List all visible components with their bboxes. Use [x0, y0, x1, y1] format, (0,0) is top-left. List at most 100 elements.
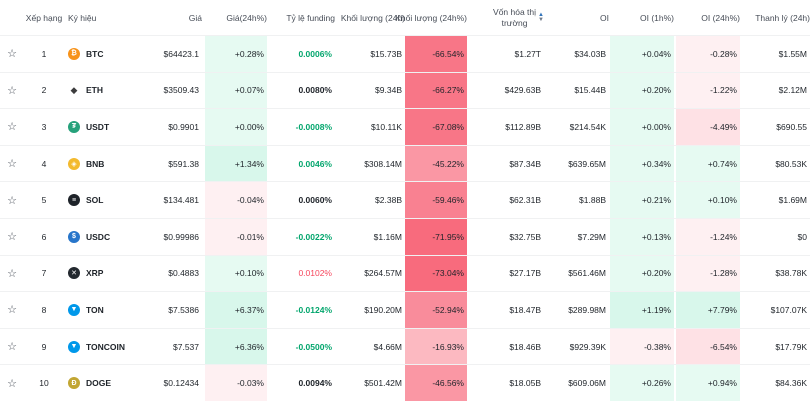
header-volume-change[interactable]: Khối lượng (24h%)	[395, 12, 467, 23]
rank-cell: 1	[41, 48, 47, 59]
table-row[interactable]: ☆ 3 ₮ USDT $0.9901 +0.00% -0.0008% $10.11K -67.0…	[0, 108, 810, 145]
table-row[interactable]: ☆ 4 ◈ BNB $591.38 +1.34% 0.0046% $308.14M -45.22…	[0, 144, 810, 182]
favorite-star-icon[interactable]: ☆	[7, 121, 17, 134]
rank-cell: 4	[41, 158, 47, 169]
header-market-cap[interactable]: Vốn hóa thị trường ▲ ▼	[467, 0, 544, 35]
volume-change-cell: -16.93%	[405, 328, 467, 365]
symbol-label: SOL	[86, 195, 104, 206]
market-cap-cell: $112.89B	[505, 121, 541, 132]
volume-cell: $9.34B	[375, 85, 402, 96]
volume-change-cell: -59.46%	[405, 182, 467, 218]
header-price-change[interactable]: Giá(24h%)	[226, 12, 267, 23]
header-volume[interactable]: Khối lượng (24h)	[340, 12, 405, 23]
liquidation-cell: $80.53K	[775, 158, 807, 169]
price-change-cell: +0.07%	[205, 72, 267, 109]
liquidation-cell: $690.55	[776, 121, 807, 132]
price-cell: $7.5386	[168, 304, 199, 315]
funding-rate-cell: 0.0080%	[298, 85, 332, 96]
oi-24h-cell: -1.22%	[676, 72, 740, 109]
funding-rate-cell: 0.0046%	[298, 158, 332, 169]
favorite-star-icon[interactable]: ☆	[7, 48, 17, 61]
volume-cell: $2.38B	[375, 195, 402, 206]
oi-24h-cell: +0.10%	[676, 182, 740, 218]
favorite-star-icon[interactable]: ☆	[7, 341, 17, 354]
symbol-cell[interactable]: ◈ BNB	[68, 146, 168, 182]
favorite-star-icon[interactable]: ☆	[7, 377, 17, 390]
header-rank[interactable]: Xếp hạng	[25, 12, 63, 23]
header-funding-rate[interactable]: Tỷ lệ funding	[286, 12, 335, 23]
table-header: Xếp hạng Ký hiệu Giá Giá(24h%) Tỷ lệ fun…	[0, 0, 810, 35]
symbol-cell[interactable]: $ USDC	[68, 219, 168, 255]
header-price[interactable]: Giá	[188, 12, 202, 23]
toncoin-icon: ▼	[68, 340, 80, 353]
header-oi[interactable]: OI	[600, 12, 609, 23]
symbol-label: XRP	[86, 268, 104, 279]
oi-cell: $929.39K	[569, 341, 606, 352]
symbol-cell[interactable]: ▼ TONCOIN	[68, 329, 168, 365]
oi-1h-cell: +0.20%	[610, 255, 674, 292]
favorite-star-icon[interactable]: ☆	[7, 231, 17, 244]
liquidation-cell: $107.07K	[770, 304, 807, 315]
price-cell: $0.9901	[168, 121, 199, 132]
price-change-cell: +0.28%	[205, 36, 267, 72]
symbol-label: USDT	[86, 121, 110, 132]
oi-1h-cell: +1.19%	[610, 292, 674, 328]
liquidation-cell: $84.36K	[775, 378, 807, 389]
rank-cell: 7	[41, 268, 47, 279]
funding-rate-cell: 0.0006%	[298, 48, 332, 59]
oi-cell: $34.03B	[574, 48, 606, 59]
volume-change-cell: -46.56%	[405, 365, 467, 401]
symbol-cell[interactable]: ✕ XRP	[68, 256, 168, 292]
price-change-cell: +0.10%	[205, 255, 267, 292]
header-oi-1h[interactable]: OI (1h%)	[639, 12, 674, 23]
table-row[interactable]: ☆ 8 ▼ TON $7.5386 +6.37% -0.0124% $190.20M -52.9…	[0, 291, 810, 328]
oi-1h-cell: -0.38%	[610, 328, 674, 365]
oi-24h-cell: -4.49%	[676, 109, 740, 145]
market-cap-cell: $87.34B	[509, 158, 541, 169]
favorite-star-icon[interactable]: ☆	[7, 304, 17, 317]
symbol-label: DOGE	[86, 378, 112, 389]
volume-change-cell: -67.08%	[405, 109, 467, 145]
rank-cell: 6	[41, 231, 47, 242]
volume-cell: $501.42M	[364, 378, 402, 389]
oi-1h-cell: +0.34%	[610, 145, 674, 182]
symbol-cell[interactable]: ▼ TON	[68, 292, 168, 328]
table-row[interactable]: ☆ 9 ▼ TONCOIN $7.537 +6.36% -0.0500% $4.66M -16.…	[0, 327, 810, 365]
price-cell: $0.4883	[168, 268, 199, 279]
header-liquidation[interactable]: Thanh lý (24h)	[755, 12, 810, 23]
price-cell: $64423.1	[163, 48, 199, 59]
ethereum-icon: ◆	[68, 84, 80, 97]
favorite-star-icon[interactable]: ☆	[7, 267, 17, 280]
table-row[interactable]: ☆ 2 ◆ ETH $3509.43 +0.07% 0.0080% $9.34B -66.27%…	[0, 71, 810, 109]
table-row[interactable]: ☆ 7 ✕ XRP $0.4883 +0.10% 0.0102% $264.57M -73.04…	[0, 254, 810, 292]
symbol-cell[interactable]: Ð DOGE	[68, 365, 168, 401]
header-oi-24h[interactable]: OI (24h%)	[701, 12, 740, 23]
volume-cell: $10.11K	[370, 121, 402, 132]
favorite-star-icon[interactable]: ☆	[7, 194, 17, 207]
market-cap-cell: $18.47B	[509, 304, 541, 315]
table-row[interactable]: ☆ 1 ₿ BTC $64423.1 +0.28% 0.0006% $15.73B -66.54…	[0, 35, 810, 72]
table-row[interactable]: ☆ 10 Ð DOGE $0.12434 -0.03% 0.0094% $501.42M -46…	[0, 364, 810, 401]
symbol-cell[interactable]: ₿ BTC	[68, 36, 168, 72]
volume-change-cell: -45.22%	[405, 145, 467, 182]
favorite-star-icon[interactable]: ☆	[7, 158, 17, 171]
funding-rate-cell: 0.0060%	[298, 195, 332, 206]
symbol-cell[interactable]: ≡ SOL	[68, 182, 168, 218]
table-row[interactable]: ☆ 5 ≡ SOL $134.481 -0.04% 0.0060% $2.38B -59.46%…	[0, 181, 810, 218]
header-symbol[interactable]: Ký hiệu	[68, 12, 97, 23]
oi-1h-cell: +0.20%	[610, 72, 674, 109]
market-cap-cell: $18.05B	[509, 378, 541, 389]
symbol-label: TON	[86, 304, 104, 315]
favorite-star-icon[interactable]: ☆	[7, 84, 17, 97]
symbol-cell[interactable]: ◆ ETH	[68, 73, 168, 109]
sort-icon[interactable]: ▲ ▼	[538, 11, 544, 23]
rank-cell: 5	[41, 195, 47, 206]
market-cap-cell: $62.31B	[509, 195, 541, 206]
symbol-cell[interactable]: ₮ USDT	[68, 109, 168, 145]
liquidation-cell: $1.69M	[778, 195, 807, 206]
table-row[interactable]: ☆ 6 $ USDC $0.99986 -0.01% -0.0022% $1.16M -71.9…	[0, 218, 810, 255]
volume-change-cell: -66.27%	[405, 72, 467, 109]
funding-rate-cell: -0.0124%	[295, 304, 332, 315]
rank-cell: 3	[41, 121, 47, 132]
rank-cell: 2	[41, 85, 47, 96]
